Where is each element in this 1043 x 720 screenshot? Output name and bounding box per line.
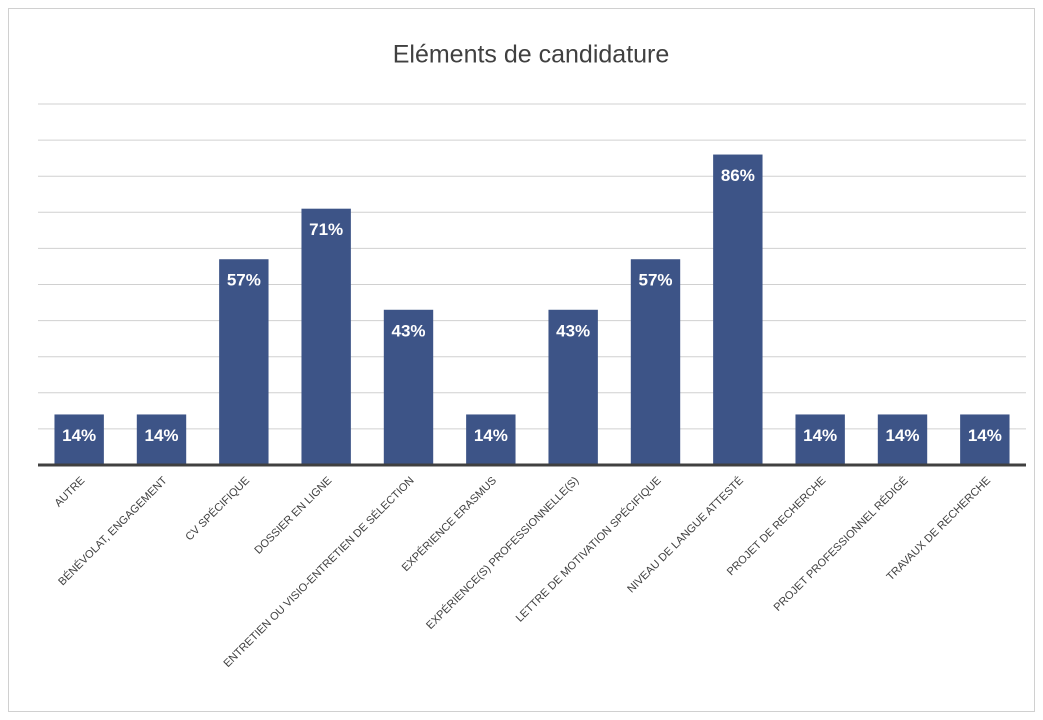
- data-label: 57%: [638, 271, 672, 290]
- bar: [301, 208, 351, 465]
- bar: [383, 309, 434, 465]
- bar: [630, 259, 681, 465]
- data-label: 14%: [62, 426, 96, 445]
- bar: [219, 259, 269, 465]
- data-label: 86%: [721, 166, 755, 185]
- data-label: 43%: [556, 321, 590, 340]
- bar: [960, 414, 1010, 465]
- data-label: 14%: [144, 426, 178, 445]
- bar: [466, 414, 516, 465]
- data-label: 14%: [803, 426, 837, 445]
- chart-frame: [8, 8, 1035, 712]
- bar: [54, 414, 104, 465]
- data-label: 43%: [391, 321, 425, 340]
- data-label: 14%: [968, 426, 1002, 445]
- data-label: 14%: [474, 426, 508, 445]
- data-label: 71%: [309, 220, 343, 239]
- chart-title: Eléments de candidature: [393, 41, 670, 69]
- bar: [877, 414, 928, 465]
- bar: [713, 154, 763, 466]
- bar: [136, 414, 187, 465]
- data-label: 14%: [885, 426, 919, 445]
- bar: [548, 309, 598, 465]
- data-label: 57%: [227, 271, 261, 290]
- bar: [795, 414, 845, 465]
